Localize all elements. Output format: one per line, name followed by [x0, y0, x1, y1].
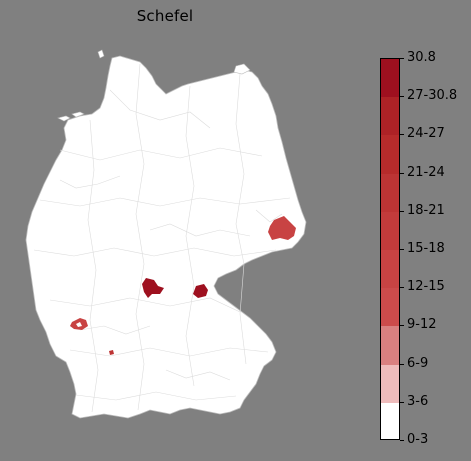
colorbar-tick-label: 0-3 [407, 432, 429, 447]
colorbar-tick [400, 58, 404, 59]
north-islands [57, 49, 251, 122]
colorbar-tick [400, 210, 404, 212]
colorbar-segment [381, 249, 399, 289]
colorbar-tick [400, 96, 404, 98]
district-boundaries [33, 63, 291, 413]
colorbar-segment [381, 364, 399, 403]
colorbar-segment [381, 97, 399, 136]
colorbar-tick [400, 363, 404, 365]
colorbar-tick-label: 21-24 [407, 164, 445, 180]
colorbar-tick-label: 30.8 [407, 50, 436, 65]
colorbar-segment [381, 59, 399, 98]
colorbar [380, 58, 400, 440]
district-high-central [142, 278, 164, 298]
colorbar-tick [400, 440, 404, 441]
district-high-bavaria [193, 284, 208, 298]
colorbar-tick-label: 27-30.8 [407, 88, 458, 104]
colorbar-segment [381, 288, 399, 327]
colorbar-segment [381, 135, 399, 174]
colorbar-tick-label: 18-21 [407, 202, 445, 218]
colorbar-tick-label: 3-6 [407, 393, 429, 409]
colorbar-tick [400, 172, 404, 174]
district-small-south [109, 350, 114, 355]
colorbar-segment [381, 173, 399, 212]
colorbar-segment [381, 211, 399, 250]
colorbar-tick [400, 401, 404, 403]
district-high-east [268, 216, 296, 240]
colorbar-segment [381, 402, 399, 439]
colorbar-tick-label: 12-15 [407, 279, 445, 295]
colorbar-tick [400, 249, 404, 250]
district-high-southwest-inner [76, 322, 82, 327]
colorbar-tick-label: 6-9 [407, 355, 429, 371]
colorbar-tick [400, 325, 404, 327]
colorbar-tick-label: 9-12 [407, 317, 437, 333]
map-title: Schefel [136, 7, 194, 25]
germany-outline [25, 55, 307, 419]
colorbar-tick [400, 134, 404, 136]
colorbar-tick-label: 24-27 [407, 126, 445, 142]
colorbar-segment [381, 326, 399, 365]
colorbar-tick [400, 287, 404, 289]
colorbar-tick-label: 15-18 [407, 241, 445, 256]
